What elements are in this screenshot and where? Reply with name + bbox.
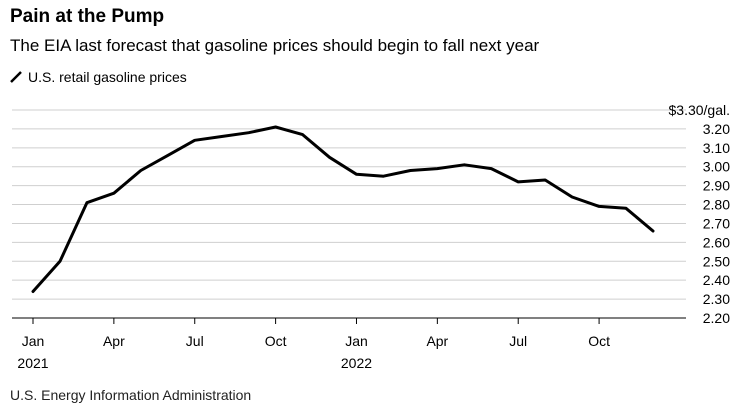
x-tick-year-label: 2021 bbox=[17, 355, 48, 371]
y-tick-label: 2.20 bbox=[703, 310, 730, 326]
legend-label: U.S. retail gasoline prices bbox=[28, 69, 187, 85]
y-tick-label: 2.90 bbox=[703, 178, 730, 194]
x-tick-label: Jul bbox=[186, 333, 204, 349]
x-tick-label: Oct bbox=[265, 333, 287, 349]
y-tick-label: 2.40 bbox=[703, 272, 730, 288]
legend-line-icon bbox=[10, 71, 22, 83]
y-tick-label: 3.20 bbox=[703, 121, 730, 137]
x-tick-year-label: 2022 bbox=[341, 355, 372, 371]
x-tick-label: Jul bbox=[509, 333, 527, 349]
y-tick-label: 2.80 bbox=[703, 197, 730, 213]
y-tick-label: 3.00 bbox=[703, 159, 730, 175]
y-tick-label: $3.30/gal. bbox=[669, 102, 731, 118]
x-tick-label: Oct bbox=[588, 333, 610, 349]
y-tick-label: 2.50 bbox=[703, 253, 730, 269]
x-tick-label: Jan bbox=[22, 333, 45, 349]
y-tick-label: 3.10 bbox=[703, 140, 730, 156]
x-tick-label: Jan bbox=[345, 333, 368, 349]
source-note: U.S. Energy Information Administration bbox=[10, 387, 252, 403]
y-tick-label: 2.70 bbox=[703, 215, 730, 231]
chart-subtitle: The EIA last forecast that gasoline pric… bbox=[10, 36, 540, 55]
y-tick-label: 2.60 bbox=[703, 234, 730, 250]
chart-title: Pain at the Pump bbox=[10, 6, 165, 27]
legend: U.S. retail gasoline prices bbox=[10, 69, 187, 85]
series-line-gasoline-prices bbox=[31, 125, 655, 293]
x-tick-label: Apr bbox=[103, 333, 125, 349]
x-tick-label: Apr bbox=[426, 333, 448, 349]
y-tick-label: 2.30 bbox=[703, 291, 730, 307]
